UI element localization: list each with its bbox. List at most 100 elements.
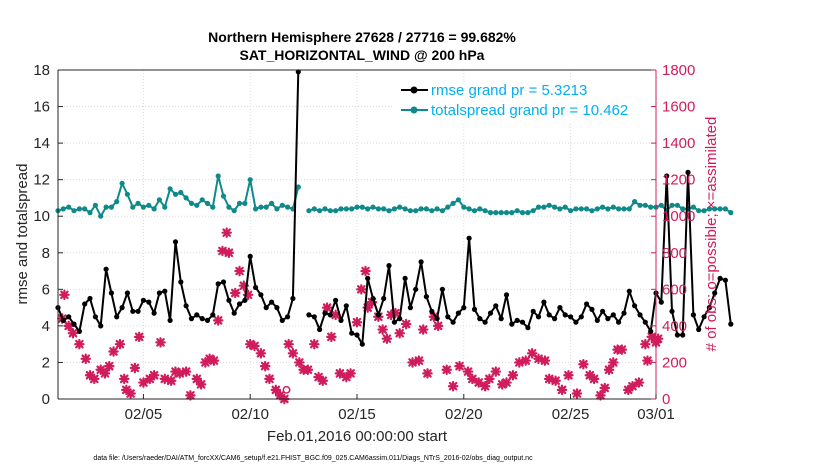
totalspread-point: [461, 204, 467, 210]
rmse-point: [87, 295, 93, 302]
obs-assimilated-marker: [259, 360, 271, 372]
totalspread-point: [338, 206, 344, 212]
rmse-point: [306, 312, 312, 318]
obs-assimilated-marker: [616, 344, 628, 355]
obs-assimilated-marker: [578, 359, 589, 370]
totalspread-point: [477, 206, 483, 212]
obs-assimilated-marker: [67, 327, 79, 339]
obs-assimilated-marker: [608, 357, 619, 368]
totalspread-point: [466, 206, 472, 212]
obs-assimilated-marker: [121, 384, 132, 396]
totalspread-point: [445, 204, 451, 210]
totalspread-point: [450, 200, 456, 206]
rmse-point: [172, 239, 179, 245]
obs-assimilated-marker: [366, 296, 378, 308]
rmse-point: [317, 326, 323, 333]
rmse-point: [594, 317, 600, 323]
rmse-point: [493, 303, 499, 309]
obs-assimilated-marker: [394, 327, 405, 339]
obs-assimilated-marker: [633, 377, 645, 388]
obs-assimilated-marker: [108, 346, 119, 357]
x-tick-label: 02/05: [125, 406, 163, 423]
y-right-tick-label: 1400: [662, 135, 695, 152]
y-left-tick-label: 14: [33, 135, 50, 152]
totalspread-point: [487, 210, 494, 216]
totalspread-point: [434, 206, 440, 212]
totalspread-point: [71, 208, 77, 214]
totalspread-point: [503, 210, 510, 216]
totalspread-point: [621, 206, 627, 212]
totalspread-point: [562, 204, 568, 210]
rmse-point: [130, 308, 136, 314]
obs-assimilated-marker: [170, 366, 181, 377]
chart-title-line2: SAT_HORIZONTAL_WIND @ 200 hPa: [240, 47, 485, 63]
obs-assimilated-marker: [563, 369, 574, 381]
obs-assimilated-marker: [317, 375, 329, 386]
rmse-point: [167, 317, 173, 323]
rmse-point: [669, 308, 675, 314]
y-right-tick-label: 600: [662, 281, 687, 298]
y-left-tick-label: 10: [33, 208, 50, 225]
obs-assimilated-marker: [454, 360, 465, 372]
rmse-point: [215, 281, 221, 287]
totalspread-line: [57, 175, 300, 218]
obs-assimilated-marker: [270, 384, 282, 396]
totalspread-point: [226, 204, 232, 210]
totalspread-point: [696, 208, 702, 214]
totalspread-point: [690, 204, 697, 210]
rmse-point: [343, 303, 349, 309]
obs-assimilated-marker: [264, 373, 275, 385]
chart-title-line1: Northern Hemisphere 27628 / 27716 = 99.6…: [208, 29, 516, 45]
rmse-point: [285, 314, 291, 320]
rmse-point: [333, 297, 339, 303]
y-left-tick-label: 0: [42, 391, 50, 408]
totalspread-point: [311, 206, 317, 212]
totalspread-point: [194, 202, 200, 208]
rmse-line: [57, 71, 300, 333]
rmse-point: [66, 314, 72, 320]
rmse-point: [728, 321, 734, 327]
totalspread-point: [717, 206, 723, 212]
totalspread-point: [269, 200, 275, 206]
obs-assimilated-marker: [550, 375, 561, 386]
totalspread-point: [568, 208, 574, 214]
obs-assimilated-marker: [501, 377, 512, 388]
obs-assimilated-marker: [479, 380, 491, 392]
obs-assimilated-marker: [588, 373, 600, 385]
rmse-point: [253, 284, 259, 291]
totalspread-point: [119, 180, 125, 186]
obs-assimilated-marker: [144, 373, 156, 385]
totalspread-point: [60, 206, 66, 212]
totalspread-point: [130, 204, 136, 210]
rmse-point: [445, 314, 451, 320]
obs-assimilated-marker: [330, 309, 341, 321]
totalspread-point: [541, 204, 547, 210]
obs-assimilated-marker: [294, 357, 305, 368]
totalspread-point: [578, 206, 584, 212]
rmse-point: [76, 328, 82, 334]
rmse-point: [482, 319, 488, 325]
rmse-point: [397, 316, 403, 322]
totalspread-point: [530, 208, 536, 214]
rmse-point: [535, 314, 542, 320]
rmse-point: [242, 297, 248, 303]
obs-assimilated-marker: [526, 348, 538, 359]
totalspread-point: [584, 206, 590, 212]
obs-assimilated-marker: [390, 307, 401, 319]
legend: rmse grand pr = 5.3213 totalspread grand…: [394, 80, 650, 122]
y-axis-left-label: rmse and totalspread: [14, 164, 31, 305]
totalspread-point: [108, 204, 114, 210]
rmse-point: [685, 169, 691, 175]
rmse-point: [381, 295, 387, 302]
totalspread-point: [519, 210, 526, 216]
totalspread-point: [701, 208, 707, 214]
rmse-point: [546, 312, 552, 318]
totalspread-point: [493, 210, 499, 216]
obs-assimilated-marker: [646, 331, 657, 343]
rmse-point: [279, 317, 285, 323]
rmse-point: [712, 290, 718, 296]
obs-assimilated-marker: [640, 338, 651, 350]
rmse-point: [717, 275, 723, 281]
totalspread-point: [285, 204, 291, 210]
y-left-tick-label: 18: [33, 62, 50, 79]
